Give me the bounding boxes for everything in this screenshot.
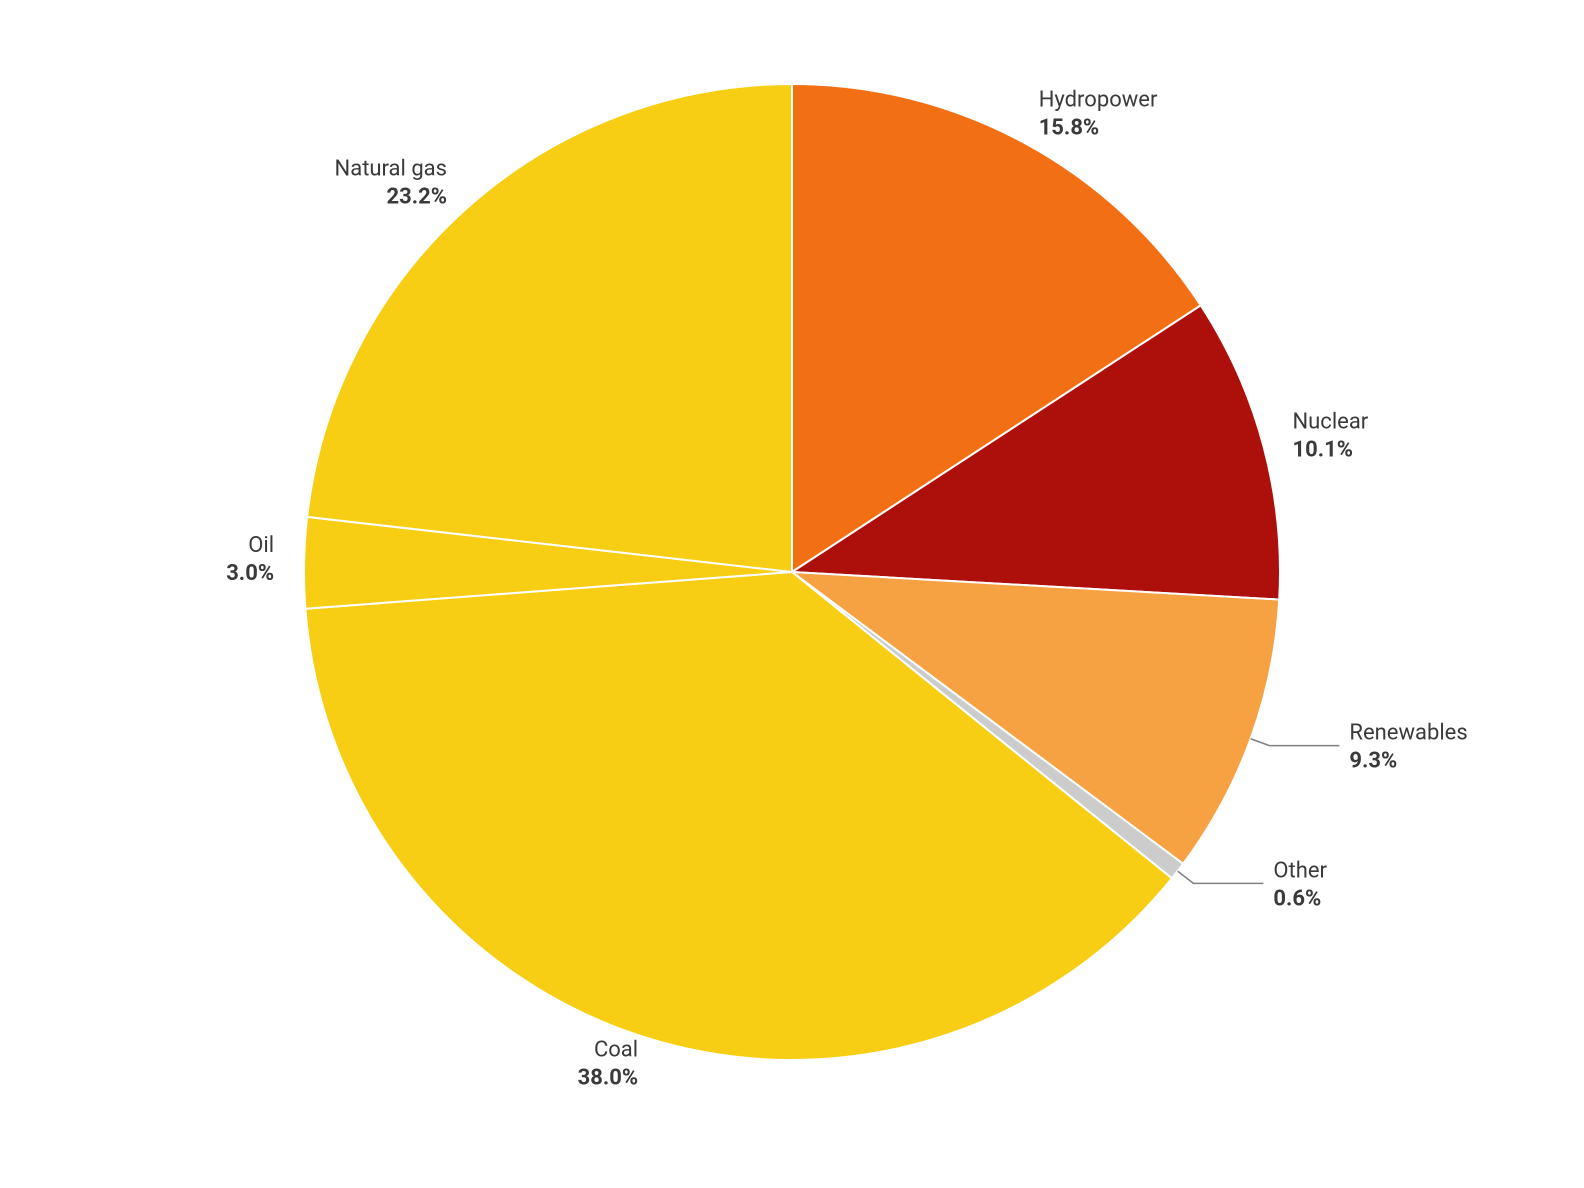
slice-label-value: 0.6% [1273,886,1321,911]
slice-label-name: Hydropower [1039,88,1158,113]
slice-label-name: Renewables [1349,721,1467,746]
slice-label-value: 9.3% [1349,749,1397,774]
pie-chart-svg: Hydropower 15.8% Nuclear 10.1% Renewables 9.3… [0,0,1584,1188]
slice-label-value: 3.0% [226,561,274,586]
pie-chart-container: Hydropower 15.8% Nuclear 10.1% Renewables 9.3… [0,0,1584,1188]
slice-label-name: Nuclear [1292,409,1368,434]
slice-label-name: Oil [248,533,274,558]
slice-label-value: 38.0% [578,1066,639,1091]
slice-label-name: Coal [594,1038,638,1063]
slice-label-value: 10.1% [1292,437,1353,462]
slice-label-value: 23.2% [386,185,447,210]
slice-label-value: 15.8% [1039,116,1100,141]
slice-label-name: Natural gas [335,157,447,182]
slice-label-name: Other [1273,858,1327,883]
